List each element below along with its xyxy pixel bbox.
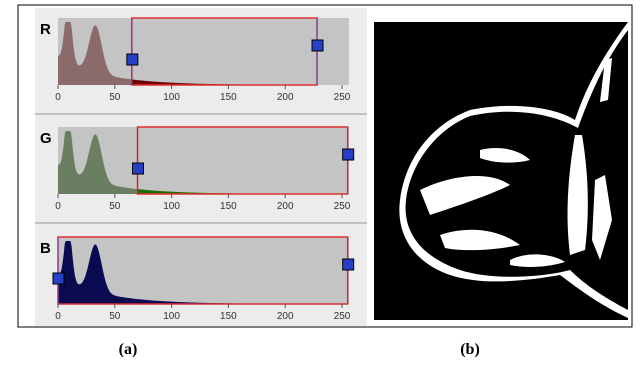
tick-label: 0 — [55, 201, 61, 212]
tick-label: 50 — [109, 92, 121, 103]
handle — [133, 163, 144, 174]
binary-image — [374, 22, 628, 320]
tick-label: 100 — [163, 201, 180, 212]
tick-label: 0 — [55, 311, 61, 322]
tick-label: 100 — [163, 92, 180, 103]
tick-label: 250 — [334, 201, 351, 212]
figure: (a) (b) R 0 50 100 150 200 250 G 0 50 100 150 200 250… — [0, 0, 641, 367]
tick-label: 50 — [109, 201, 121, 212]
caption: (b) — [460, 341, 480, 358]
tick-label: 250 — [334, 92, 351, 103]
handle — [53, 273, 64, 284]
handle — [312, 40, 323, 51]
channel-label: G — [40, 130, 52, 147]
handle — [127, 54, 138, 65]
tick-label: 200 — [277, 201, 294, 212]
handle — [343, 259, 354, 270]
tick-label: 50 — [109, 311, 121, 322]
tick-label: 150 — [220, 201, 237, 212]
channel-label: R — [40, 21, 51, 38]
caption: (a) — [119, 341, 138, 358]
tick-label: 100 — [163, 311, 180, 322]
tick-label: 150 — [220, 92, 237, 103]
handle — [343, 149, 354, 160]
tick-label: 150 — [220, 311, 237, 322]
tick-label: 200 — [277, 92, 294, 103]
channel-label: B — [40, 240, 51, 257]
tick-label: 250 — [334, 311, 351, 322]
tick-label: 200 — [277, 311, 294, 322]
tick-label: 0 — [55, 92, 61, 103]
